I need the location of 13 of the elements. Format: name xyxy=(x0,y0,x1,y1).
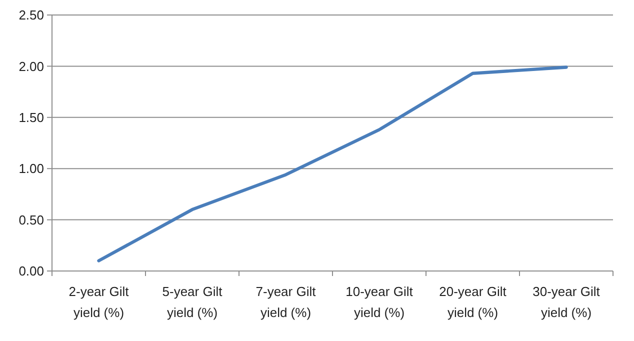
x-tick-label: 5-year Gilt yield (%) xyxy=(162,284,223,320)
y-tick-label: 2.50 xyxy=(18,8,44,23)
y-tick-label: 0.00 xyxy=(18,264,44,279)
y-tick-label: 1.00 xyxy=(18,161,44,176)
x-tick-label: 30-year Gilt yield (%) xyxy=(532,284,600,320)
line-series xyxy=(97,66,568,262)
y-tick-label: 0.50 xyxy=(18,212,44,228)
y-tick-label: 2.00 xyxy=(18,58,44,74)
y-tick-label: 1.50 xyxy=(18,110,44,125)
x-tick-label: 2-year Gilt yield (%) xyxy=(68,284,130,320)
x-tick-label: 7-year Gilt yield (%) xyxy=(256,284,316,320)
x-tick-label: 10-year Gilt yield (%) xyxy=(346,284,414,320)
x-tick-label: 20-year Gilt yield (%) xyxy=(439,284,507,320)
